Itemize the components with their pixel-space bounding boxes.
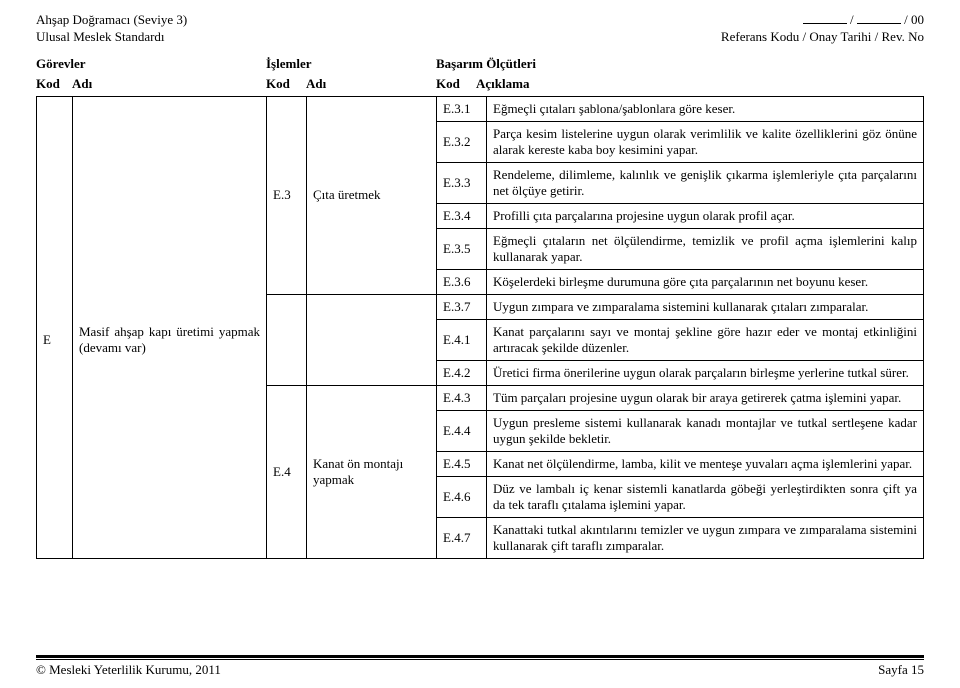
header-right: / / 00 Referans Kodu / Onay Tarihi / Rev…	[721, 12, 924, 46]
op-adi: Kanat ön montajı yapmak	[307, 385, 437, 558]
crit-kod: E.4.6	[437, 476, 487, 517]
footer-row: © Mesleki Yeterlilik Kurumu, 2011 Sayfa …	[36, 662, 924, 678]
col-kod: Kod	[436, 76, 476, 92]
crit-desc: Rendeleme, dilimleme, kalınlık ve genişl…	[487, 162, 924, 203]
col-aciklama: Açıklama	[476, 76, 529, 92]
footer-right: Sayfa 15	[878, 662, 924, 678]
crit-desc: Parça kesim listelerine uygun olarak ver…	[487, 121, 924, 162]
page-footer: © Mesleki Yeterlilik Kurumu, 2011 Sayfa …	[36, 653, 924, 678]
crit-desc: Kanat parçalarını sayı ve montaj şekline…	[487, 319, 924, 360]
section-basarim: Başarım Ölçütleri	[436, 56, 536, 72]
crit-desc: Profilli çıta parçalarına projesine uygu…	[487, 203, 924, 228]
crit-desc: Düz ve lambalı iç kenar sistemli kanatla…	[487, 476, 924, 517]
footer-left: © Mesleki Yeterlilik Kurumu, 2011	[36, 662, 221, 678]
section-islemler: İşlemler	[266, 56, 436, 72]
table-row: E Masif ahşap kapı üretimi yapmak (devam…	[37, 294, 924, 319]
crit-kod: E.3.6	[437, 269, 487, 294]
empty-cell	[37, 385, 73, 558]
crit-desc: Köşelerdeki birleşme durumuna göre çıta …	[487, 269, 924, 294]
doc-title-1: Ahşap Doğramacı (Seviye 3)	[36, 12, 187, 29]
crit-desc: Uygun presleme sistemi kullanarak kanadı…	[487, 410, 924, 451]
group-kod: E	[37, 294, 73, 385]
doc-title-2: Ulusal Meslek Standardı	[36, 29, 187, 46]
crit-desc: Kanattaki tutkal akıntılarını temizler v…	[487, 517, 924, 558]
op-kod: E.3	[267, 96, 307, 294]
op-adi: Çıta üretmek	[307, 96, 437, 294]
sep: /	[850, 12, 857, 27]
empty-cell	[267, 294, 307, 385]
section-gorevler: Görevler	[36, 56, 266, 72]
col-adi: Adı	[306, 76, 436, 92]
empty-cell	[37, 96, 73, 294]
criteria-table: E.3 Çıta üretmek E.3.1 Eğmeçli çıtaları …	[36, 96, 924, 559]
crit-kod: E.3.7	[437, 294, 487, 319]
crit-desc: Üretici firma önerilerine uygun olarak p…	[487, 360, 924, 385]
empty-cell	[307, 294, 437, 385]
empty-cell	[73, 385, 267, 558]
column-headers: Kod Adı Kod Adı Kod Açıklama	[36, 76, 924, 92]
crit-desc: Eğmeçli çıtaların net ölçülendirme, temi…	[487, 228, 924, 269]
table-row: E.3 Çıta üretmek E.3.1 Eğmeçli çıtaları …	[37, 96, 924, 121]
header-ref-line: Referans Kodu / Onay Tarihi / Rev. No	[721, 29, 924, 46]
blank-field	[857, 12, 901, 24]
crit-kod: E.4.3	[437, 385, 487, 410]
page-header: Ahşap Doğramacı (Seviye 3) Ulusal Meslek…	[36, 12, 924, 46]
crit-kod: E.3.5	[437, 228, 487, 269]
crit-desc: Tüm parçaları projesine uygun olarak bir…	[487, 385, 924, 410]
group-adi: Masif ahşap kapı üretimi yapmak (devamı …	[73, 294, 267, 385]
col-kod: Kod	[36, 76, 72, 92]
crit-kod: E.4.1	[437, 319, 487, 360]
crit-kod: E.4.4	[437, 410, 487, 451]
section-headers: Görevler İşlemler Başarım Ölçütleri	[36, 56, 924, 72]
crit-kod: E.3.4	[437, 203, 487, 228]
col-kod: Kod	[266, 76, 306, 92]
op-kod: E.4	[267, 385, 307, 558]
table-row: E.4 Kanat ön montajı yapmak E.4.3 Tüm pa…	[37, 385, 924, 410]
crit-desc: Eğmeçli çıtaları şablona/şablonlara göre…	[487, 96, 924, 121]
col-adi: Adı	[72, 76, 266, 92]
blank-field	[803, 12, 847, 24]
crit-kod: E.4.5	[437, 451, 487, 476]
crit-kod: E.3.3	[437, 162, 487, 203]
crit-kod: E.3.1	[437, 96, 487, 121]
header-date-line: / / 00	[721, 12, 924, 29]
crit-kod: E.4.2	[437, 360, 487, 385]
empty-cell	[73, 96, 267, 294]
crit-kod: E.3.2	[437, 121, 487, 162]
footer-rule	[36, 655, 924, 658]
crit-kod: E.4.7	[437, 517, 487, 558]
suffix: / 00	[904, 12, 924, 27]
header-left: Ahşap Doğramacı (Seviye 3) Ulusal Meslek…	[36, 12, 187, 46]
crit-desc: Uygun zımpara ve zımparalama sistemini k…	[487, 294, 924, 319]
crit-desc: Kanat net ölçülendirme, lamba, kilit ve …	[487, 451, 924, 476]
